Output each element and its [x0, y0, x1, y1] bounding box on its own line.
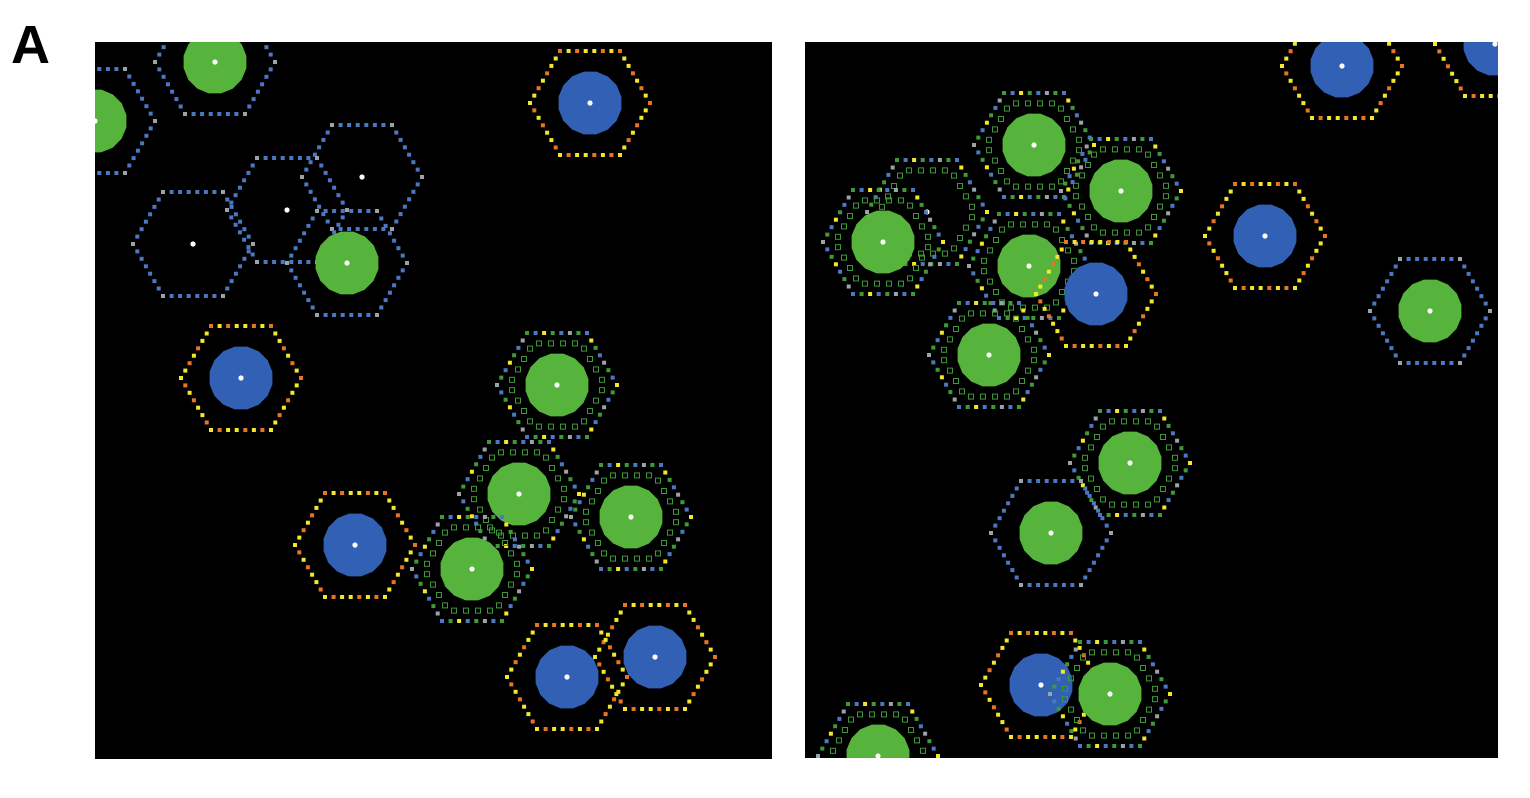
cell-center-dot	[1118, 188, 1124, 194]
cell-ring	[179, 324, 303, 432]
cell-left-10	[569, 463, 693, 571]
cell-ring	[569, 463, 693, 571]
cell-ring	[1048, 640, 1172, 748]
cell-ring	[293, 491, 417, 599]
cell-left-11	[293, 491, 417, 599]
green-cell-body	[95, 89, 127, 153]
cell-right-8	[1034, 240, 1158, 348]
cell-right-7	[967, 212, 1091, 320]
blue-cell-body	[1310, 42, 1374, 98]
cell-center-dot	[652, 654, 658, 660]
green-cell-body	[846, 724, 910, 758]
cell-right-0	[1280, 42, 1404, 120]
cell-ring	[97, 67, 157, 175]
cell-center-dot	[352, 542, 358, 548]
cell-right-13	[979, 631, 1103, 739]
cell-ring	[505, 623, 629, 731]
cell-center-dot	[238, 375, 244, 381]
cell-center-dot	[1093, 291, 1099, 297]
cell-center-dot	[1127, 460, 1133, 466]
cell-center-dot	[1427, 308, 1433, 314]
cell-center-dot	[284, 207, 290, 213]
cell-ring	[816, 702, 940, 758]
cell-right-6	[1203, 182, 1327, 290]
cell-center-dot	[1031, 142, 1037, 148]
cell-ring	[285, 209, 409, 317]
cell-right-5	[821, 188, 945, 296]
cell-right-2	[972, 91, 1096, 199]
cell-left-0	[95, 67, 157, 175]
cell-center-dot	[190, 241, 196, 247]
cell-ring	[495, 331, 619, 439]
cell-center-dot	[1038, 682, 1044, 688]
microscopy-panel-left	[95, 42, 772, 759]
cell-right-12	[989, 479, 1113, 587]
cell-right-11	[1068, 409, 1192, 517]
cell-left-8	[495, 331, 619, 439]
cell-ring	[821, 188, 945, 296]
cell-center-dot	[359, 174, 365, 180]
cell-left-3	[300, 123, 424, 231]
cell-ring	[972, 91, 1096, 199]
panel-label: A	[11, 15, 50, 75]
cell-left-2	[528, 49, 652, 157]
cell-right-9	[1368, 257, 1492, 365]
cell-field-right	[816, 42, 1498, 758]
cell-ring	[528, 49, 652, 157]
cell-ring	[1368, 257, 1492, 365]
cell-left-9	[457, 440, 581, 548]
cell-ring	[927, 301, 1051, 409]
cell-center-dot	[469, 566, 475, 572]
cell-right-15	[816, 702, 940, 758]
cell-left-5	[131, 190, 255, 298]
cell-center-dot	[95, 118, 98, 124]
cell-center-dot	[880, 239, 886, 245]
cell-left-6	[285, 209, 409, 317]
cell-ring	[300, 123, 424, 231]
cell-ring	[410, 515, 534, 623]
green-cell-body	[183, 42, 247, 94]
cell-ring	[593, 603, 717, 711]
cell-center-dot	[554, 382, 560, 388]
blue-cell-body	[1463, 42, 1498, 76]
cell-ring	[1034, 240, 1158, 348]
cell-ring	[1280, 42, 1404, 120]
cell-ring	[131, 190, 255, 298]
cell-left-7	[179, 324, 303, 432]
cell-right-10	[927, 301, 1051, 409]
cell-center-dot	[1107, 691, 1113, 697]
cell-left-12	[410, 515, 534, 623]
cell-right-14	[1048, 640, 1172, 748]
cell-center-dot	[1339, 63, 1345, 69]
cell-center-dot	[1026, 263, 1032, 269]
cell-center-dot	[1262, 233, 1268, 239]
cell-center-dot	[344, 260, 350, 266]
cell-center-dot	[516, 491, 522, 497]
cell-center-dot	[986, 352, 992, 358]
cell-ring	[989, 479, 1113, 587]
cell-ring	[457, 440, 581, 548]
cell-ring	[153, 45, 277, 116]
cell-left-14	[505, 623, 629, 731]
cell-center-dot	[875, 753, 881, 758]
cell-center-dot	[628, 514, 634, 520]
cell-ring	[1068, 409, 1192, 517]
cell-left-13	[593, 603, 717, 711]
cell-center-dot	[1048, 530, 1054, 536]
cell-center-dot	[587, 100, 593, 106]
microscopy-panel-right	[805, 42, 1498, 758]
cell-right-1	[1433, 42, 1498, 98]
cell-ring	[1203, 182, 1327, 290]
cell-center-dot	[212, 59, 218, 65]
cell-left-1	[153, 42, 277, 116]
cell-center-dot	[1492, 42, 1498, 47]
cell-ring	[1433, 42, 1498, 98]
cell-center-dot	[564, 674, 570, 680]
cell-field-left	[95, 42, 717, 731]
